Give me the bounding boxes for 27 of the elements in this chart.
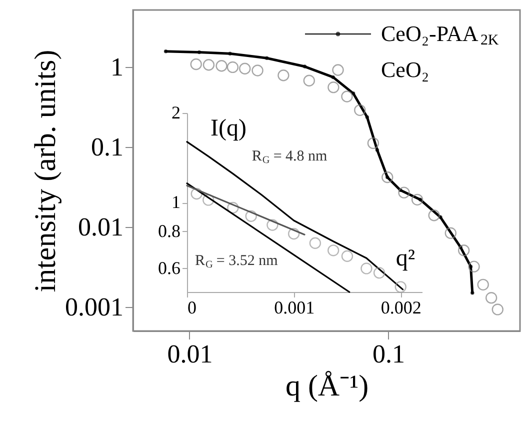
point [309, 237, 322, 249]
point [190, 188, 202, 200]
point [373, 267, 386, 279]
point [227, 202, 239, 214]
y-tick-label: 0.6 [158, 258, 180, 278]
y-tick-label: 0.1 [91, 132, 124, 162]
y-tick-label: 2 [172, 102, 180, 122]
x-tick-label: 0.001 [274, 298, 315, 318]
y-axis-title: intensity (arb. units) [29, 50, 62, 292]
x-tick-label: 0.002 [380, 298, 422, 318]
point [245, 210, 257, 222]
x-axis-title: q (Å⁻¹) [285, 370, 369, 402]
y-tick-label: 0.8 [158, 220, 180, 241]
point [341, 250, 354, 262]
point [327, 244, 340, 256]
point [360, 262, 372, 274]
legend-label: CeO₂ [381, 57, 429, 82]
x-tick-label: 0 [188, 298, 196, 318]
y-tick-label: 1 [110, 52, 124, 82]
x-axis-title: q² [396, 246, 416, 272]
point [202, 194, 214, 206]
point [266, 219, 278, 231]
point [288, 228, 300, 240]
y-axis-title: I(q) [210, 116, 246, 142]
point [394, 281, 406, 293]
y-tick-label: 1 [172, 192, 180, 212]
y-tick-label: 0.01 [78, 212, 124, 242]
